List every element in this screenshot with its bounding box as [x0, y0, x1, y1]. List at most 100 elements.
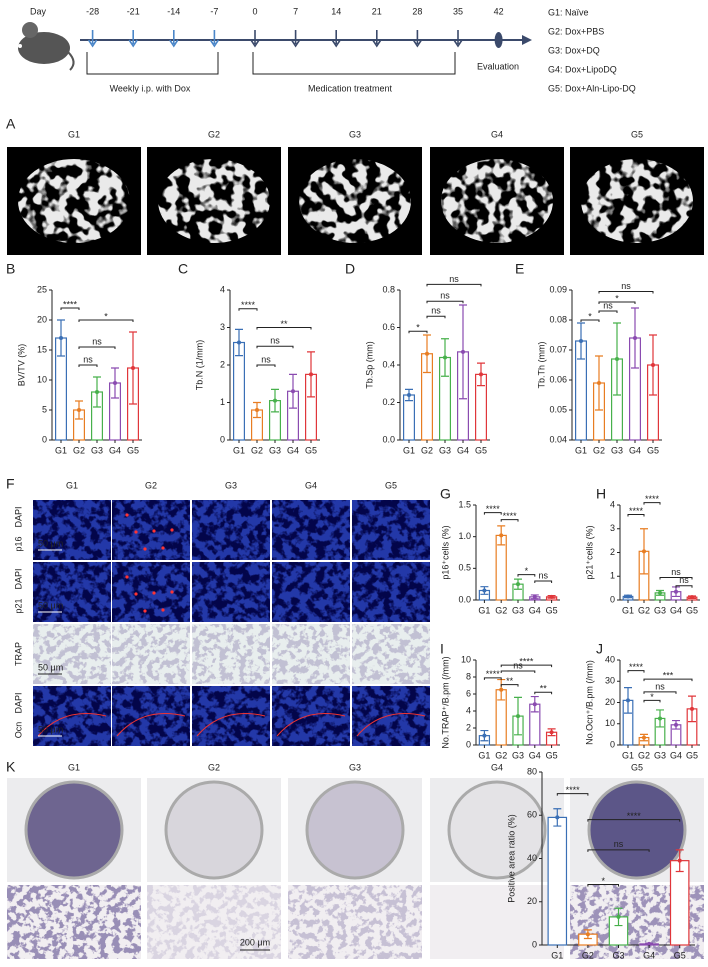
y-tick-label: 80: [527, 766, 537, 776]
y-tick-label: 20: [605, 697, 615, 707]
significance-label: *: [525, 566, 529, 576]
significance-label: ****: [486, 504, 501, 514]
mean-dot: [626, 698, 630, 703]
x-tick-label: G5: [647, 445, 659, 455]
significance-label: *: [588, 311, 592, 321]
x-tick-label: G4: [457, 445, 469, 455]
mean-dot: [549, 594, 554, 599]
day-label: Day: [30, 6, 47, 16]
day-tick-label: 35: [453, 6, 463, 16]
x-tick-label: G5: [305, 445, 317, 455]
panel-letter: A: [6, 116, 16, 132]
group-label: G1: [68, 762, 80, 772]
y-tick-label: 3: [220, 322, 225, 332]
y-tick-label: 0.04: [549, 434, 567, 444]
day-tick-label: -21: [127, 6, 140, 16]
positive-cell: [152, 529, 156, 533]
group-label: G1: [66, 480, 78, 490]
phase-bracket: [252, 52, 456, 75]
marker-label: p21: [13, 598, 23, 613]
y-tick-label: 0.06: [549, 374, 567, 384]
day-tick-label: 14: [331, 6, 341, 16]
mean-dot: [555, 815, 560, 820]
mean-dot: [658, 590, 662, 595]
mean-dot: [407, 393, 411, 397]
mean-dot: [131, 366, 135, 370]
significance-label: *: [416, 323, 420, 333]
y-tick-label: 40: [527, 853, 537, 863]
significance-label: ns: [621, 281, 631, 291]
x-tick-label: G4: [643, 950, 655, 960]
positive-cell: [143, 547, 147, 551]
mean-dot: [59, 336, 63, 340]
bone-structure: [18, 159, 130, 243]
significance-bracket: [60, 307, 80, 310]
y-axis-label: No.Ocn⁺/B.pm (/mm): [584, 660, 594, 745]
evaluation-label: Evaluation: [477, 61, 519, 71]
significance-bracket: [500, 664, 553, 668]
y-tick-label: 1.5: [458, 499, 471, 509]
panel-letter: H: [596, 486, 606, 502]
micrograph-texture: [112, 562, 190, 622]
significance-bracket: [238, 308, 258, 311]
phase-label: Medication treatment: [308, 83, 393, 93]
group-label: G2: [208, 762, 220, 772]
ocn-signal: [116, 713, 186, 737]
significance-bracket: [256, 327, 312, 330]
significance-label: *: [104, 311, 108, 321]
x-tick-label: G1: [622, 750, 634, 760]
legend-entry: G1: Naïve: [548, 7, 589, 17]
mean-dot: [597, 381, 601, 385]
group-label: G5: [631, 129, 643, 139]
group-label: G4: [491, 129, 503, 139]
scale-label: 200 μm: [240, 937, 270, 947]
day-marker: [453, 30, 463, 48]
x-tick-label: G4: [670, 750, 682, 760]
stain-label: DAPI: [13, 692, 23, 713]
legend-entry: G5: Dox+Aln-Lipo-DQ: [548, 83, 636, 93]
day-marker: [412, 30, 423, 48]
mean-dot: [291, 389, 295, 394]
mean-dot: [674, 722, 678, 727]
significance-label: **: [280, 319, 288, 329]
significance-label: ns: [431, 306, 441, 316]
positive-cell: [143, 609, 147, 613]
micrograph-texture: [192, 562, 270, 622]
stain-label: DAPI: [13, 506, 23, 527]
x-tick-label: G1: [403, 445, 415, 455]
micrograph-texture: [147, 885, 281, 959]
group-label: G2: [208, 129, 220, 139]
significance-bracket: [598, 301, 636, 304]
positive-cell: [161, 608, 165, 612]
micrograph-texture: [352, 624, 430, 684]
bar: [403, 394, 416, 441]
x-tick-label: G2: [495, 750, 507, 760]
well: [164, 780, 264, 880]
micrograph-texture: [288, 885, 422, 959]
significance-label: ns: [538, 570, 548, 580]
x-tick-label: G3: [654, 750, 666, 760]
y-tick-label: 0: [220, 434, 225, 444]
mean-dot: [113, 381, 117, 385]
significance-bracket: [78, 364, 98, 367]
bar: [547, 816, 568, 946]
mean-dot: [690, 595, 694, 600]
mean-dot: [482, 733, 487, 738]
significance-bracket: [500, 684, 519, 687]
micrograph-texture: [7, 885, 141, 959]
x-tick-label: G3: [654, 605, 666, 615]
mean-dot: [642, 735, 646, 740]
significance-label: ****: [486, 669, 501, 679]
significance-bracket: [627, 514, 645, 517]
x-tick-label: G4: [109, 445, 121, 455]
mean-dot: [579, 339, 583, 343]
group-label: G2: [145, 480, 157, 490]
significance-label: ****: [629, 506, 644, 516]
y-tick-label: 60: [527, 810, 537, 820]
significance-label: *: [650, 692, 654, 702]
mean-dot: [585, 932, 590, 937]
y-axis-label: Tb.Sp (mm): [364, 341, 374, 389]
x-tick-label: G3: [512, 750, 524, 760]
significance-bracket: [643, 502, 661, 505]
